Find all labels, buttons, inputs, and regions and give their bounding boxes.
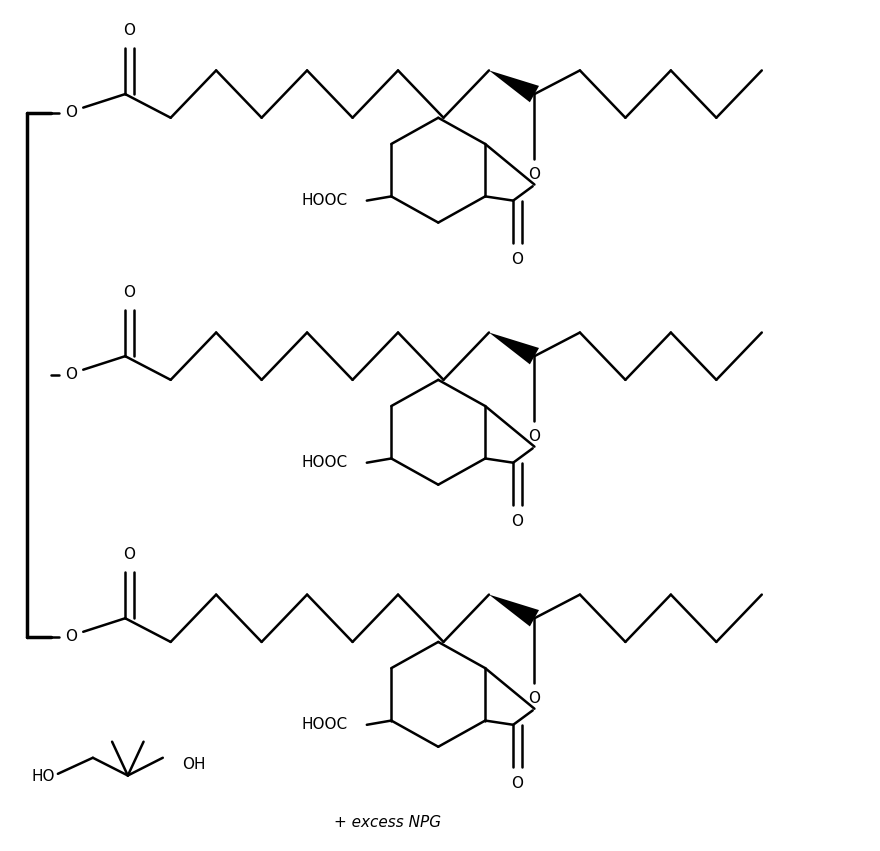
Polygon shape	[489, 333, 539, 364]
Polygon shape	[489, 595, 539, 626]
Text: O: O	[511, 514, 524, 529]
Text: O: O	[529, 429, 540, 444]
Polygon shape	[489, 71, 539, 102]
Text: O: O	[123, 285, 136, 300]
Text: O: O	[65, 106, 77, 120]
Text: O: O	[65, 630, 77, 644]
Text: O: O	[123, 547, 136, 563]
Text: HOOC: HOOC	[302, 193, 348, 208]
Text: HO: HO	[32, 768, 55, 784]
Text: O: O	[123, 23, 136, 38]
Text: O: O	[511, 776, 524, 791]
Text: O: O	[529, 691, 540, 706]
Text: O: O	[511, 252, 524, 267]
Text: HOOC: HOOC	[302, 717, 348, 733]
Text: + excess NPG: + excess NPG	[334, 815, 441, 831]
Text: O: O	[529, 167, 540, 182]
Text: OH: OH	[182, 757, 206, 772]
Text: O: O	[65, 368, 77, 382]
Text: HOOC: HOOC	[302, 455, 348, 471]
